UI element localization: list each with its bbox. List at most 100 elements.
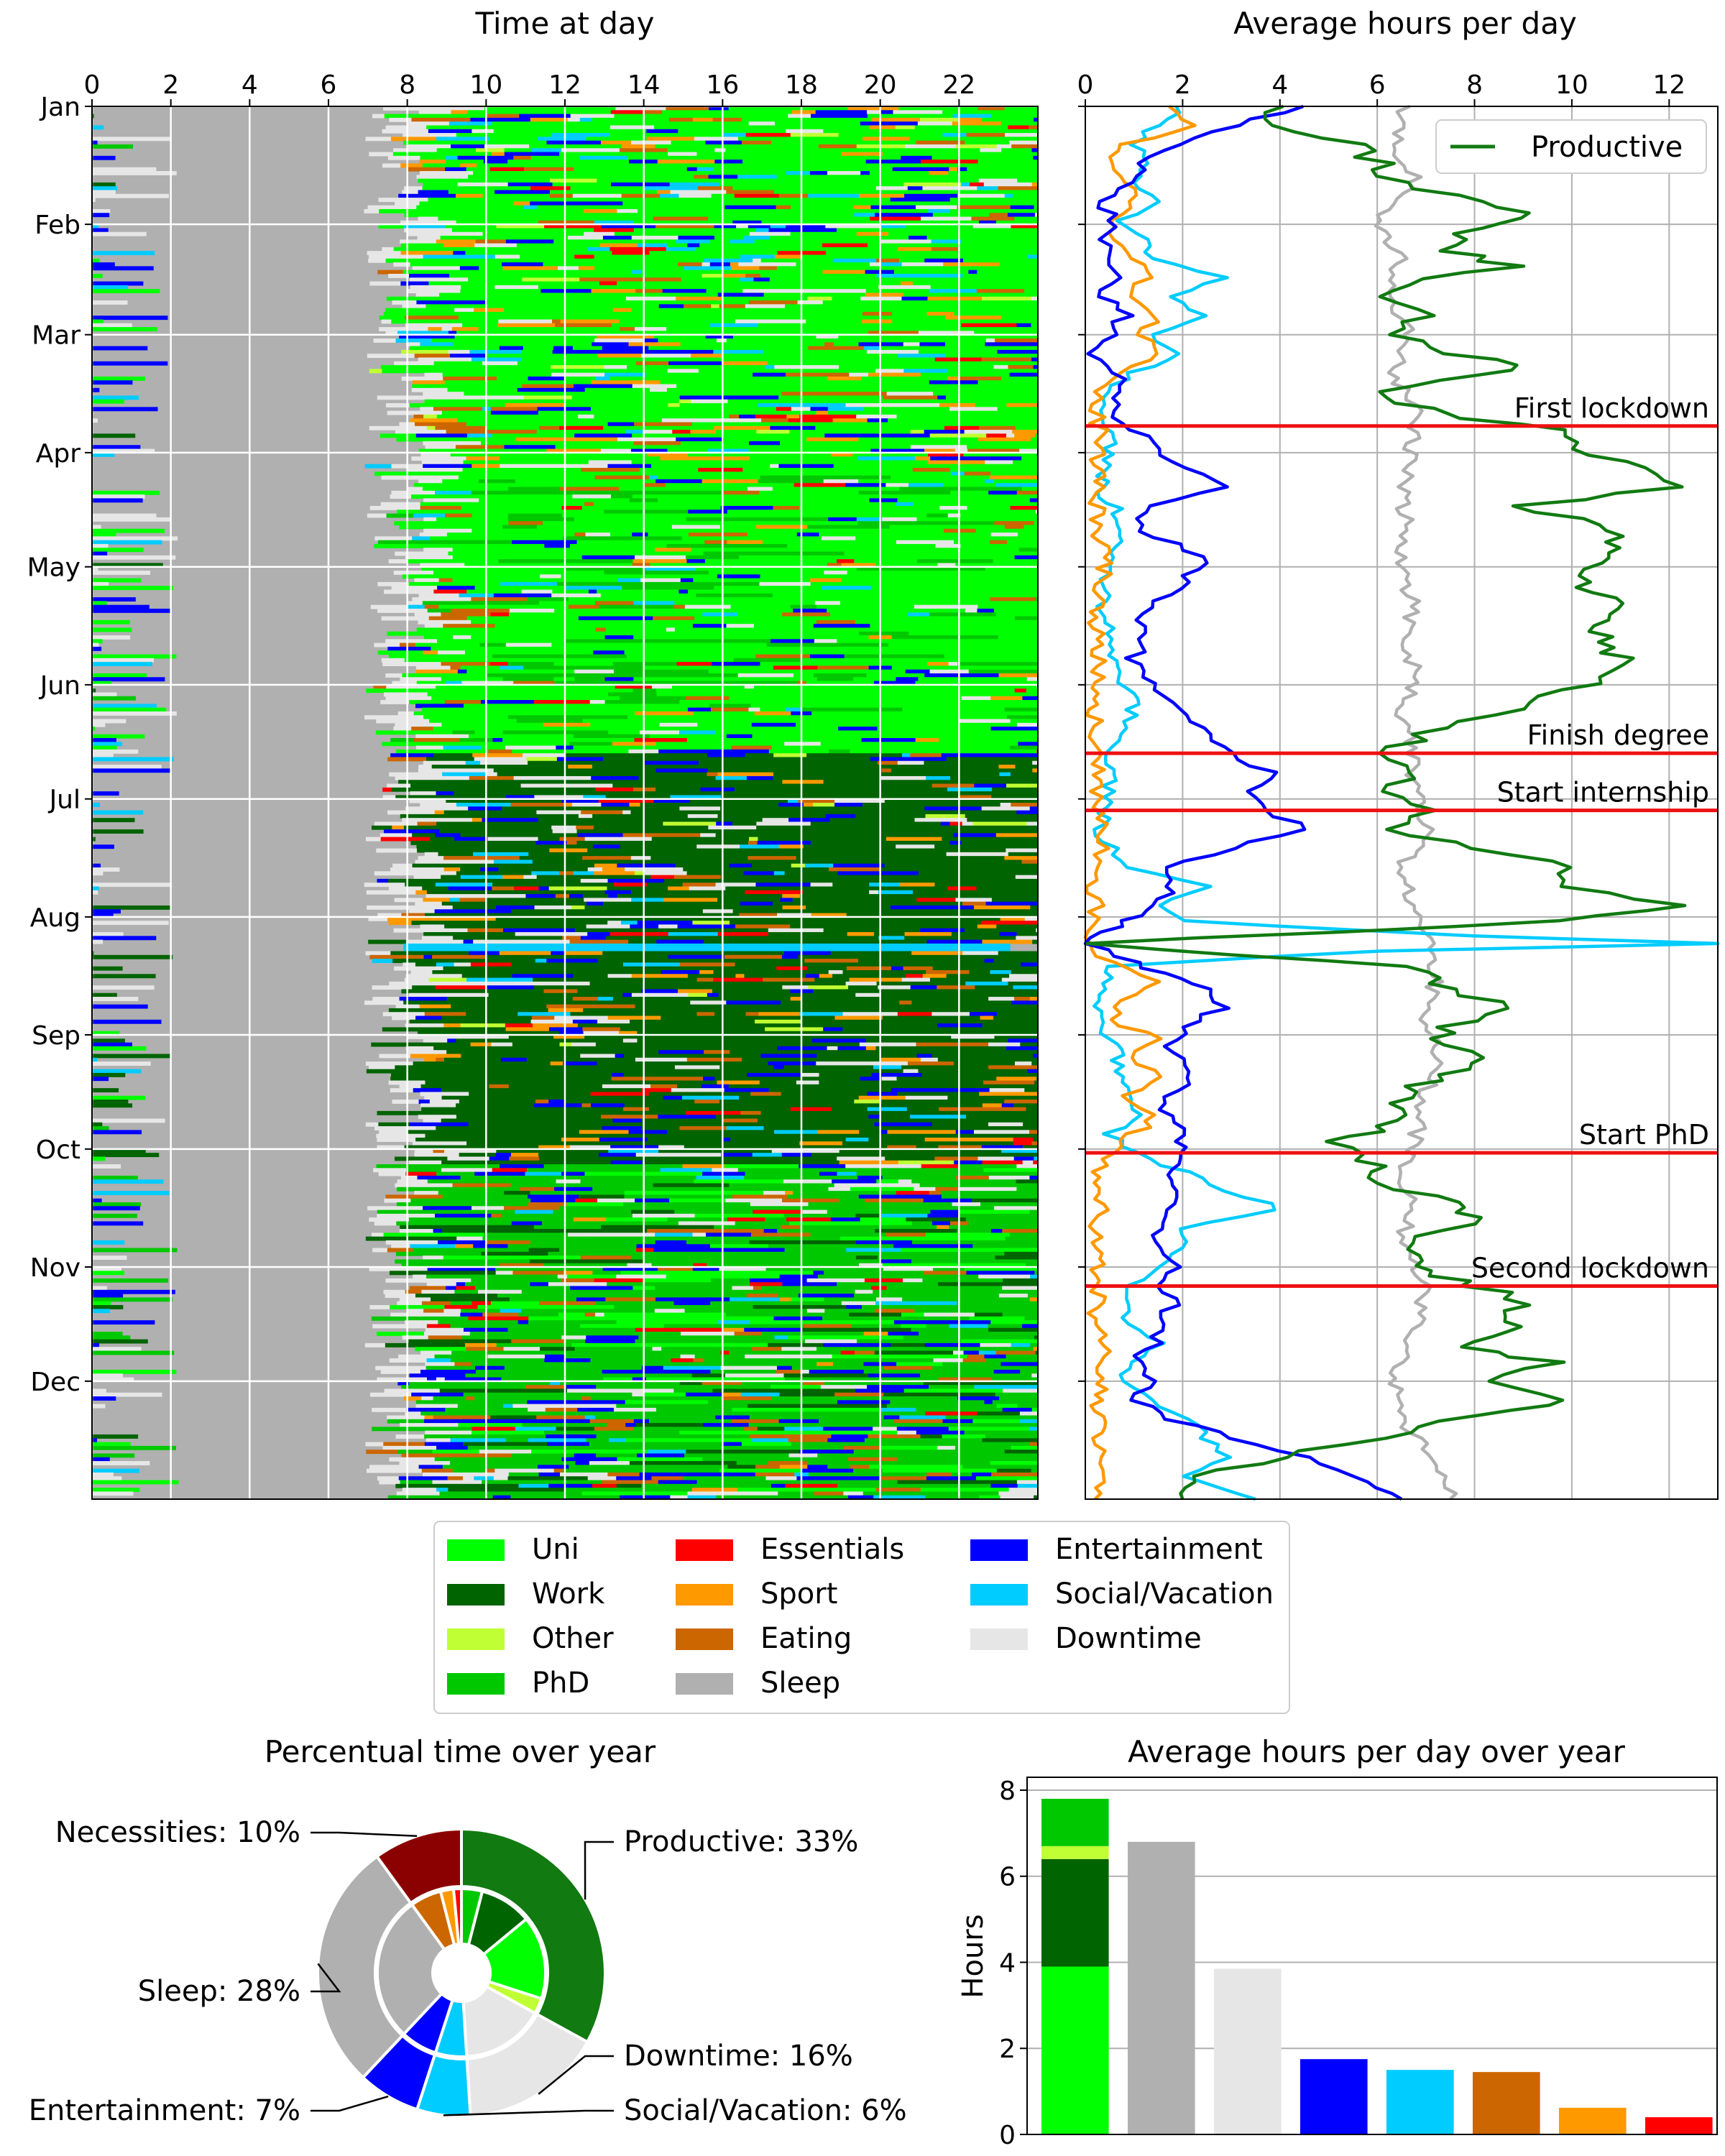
timeline-block: [447, 1156, 490, 1161]
timeline-block: [92, 1404, 106, 1409]
timeline-block: [393, 571, 434, 575]
timeline-block: [537, 1445, 562, 1450]
timeline-block: [964, 1267, 1039, 1271]
timeline-block: [770, 1483, 786, 1488]
timeline-block: [388, 886, 423, 891]
timeline-block: [380, 833, 413, 838]
timeline-block: [543, 262, 678, 267]
timeline-block: [460, 1309, 501, 1314]
timeline-block: [92, 1445, 176, 1450]
timeline-block: [901, 281, 914, 286]
timeline-block: [686, 517, 829, 522]
timeline-block: [587, 867, 603, 872]
timeline-block: [710, 1278, 750, 1283]
timeline-block: [653, 642, 768, 648]
timeline-block: [993, 559, 1039, 564]
timeline-block: [627, 155, 769, 160]
timeline-block: [780, 848, 880, 853]
timeline-block: [413, 875, 441, 880]
timeline-block: [975, 985, 1013, 990]
timeline-block: [916, 1054, 933, 1059]
timeline-block: [595, 1415, 716, 1420]
timeline-block: [633, 677, 776, 682]
timeline-block: [881, 1077, 898, 1082]
timeline-block: [92, 1179, 164, 1184]
timeline-block: [656, 939, 704, 944]
timeline-block: [497, 772, 577, 777]
timeline-block: [473, 1244, 509, 1249]
timeline-day-row: [372, 1407, 1039, 1412]
timeline-block: [595, 376, 610, 381]
timeline-block: [622, 852, 762, 857]
timeline-block: [901, 494, 925, 499]
timeline-block: [606, 1217, 668, 1222]
timeline-block: [736, 224, 749, 229]
timeline-block: [423, 1118, 441, 1123]
timeline-block: [415, 1137, 562, 1142]
timeline-block: [839, 1160, 899, 1165]
timeline-block: [395, 1065, 481, 1070]
timeline-block: [687, 814, 718, 819]
timeline-block: [922, 186, 978, 191]
timeline-block: [789, 795, 919, 800]
timeline-block: [555, 323, 612, 328]
timeline-block: [572, 997, 599, 1001]
timeline-block: [998, 635, 1039, 640]
timeline-block: [489, 1084, 510, 1089]
timeline-block: [620, 844, 697, 849]
timeline-block: [965, 608, 978, 613]
timeline-block: [629, 471, 722, 476]
timeline-block: [844, 551, 898, 556]
timeline-block: [988, 490, 1018, 495]
timeline-block: [875, 1297, 903, 1302]
timeline-block: [903, 966, 934, 971]
timeline-block: [599, 243, 628, 248]
timeline-block: [814, 178, 924, 183]
timeline-block: [1008, 125, 1029, 130]
timeline-block: [604, 1312, 727, 1317]
timeline-block: [601, 1225, 714, 1230]
timeline-block: [561, 1335, 586, 1340]
timeline-block: [497, 1072, 557, 1077]
timeline-block: [707, 765, 842, 769]
timeline-block: [718, 1289, 856, 1294]
timeline-block: [890, 475, 990, 480]
timeline-block: [92, 346, 148, 351]
timeline-block: [651, 1369, 711, 1374]
timeline-block: [1030, 1274, 1039, 1279]
timeline-block: [1001, 1148, 1039, 1153]
timeline-block: [945, 354, 979, 359]
timeline-block: [512, 1404, 564, 1409]
timeline-block: [957, 167, 967, 172]
timeline-block: [632, 559, 687, 564]
timeline-day-row: [366, 1450, 1039, 1455]
timeline-block: [1004, 1100, 1039, 1104]
timeline-block: [525, 1385, 567, 1390]
timeline-block: [662, 110, 793, 115]
timeline-block: [717, 814, 827, 819]
timeline-block: [778, 1354, 833, 1359]
timeline-day-row: [377, 1210, 1039, 1215]
timeline-block: [791, 1332, 865, 1336]
timeline-block: [407, 1035, 463, 1039]
timeline-block: [948, 137, 1000, 142]
timeline-block: [868, 372, 921, 377]
timeline-block: [867, 110, 881, 115]
timeline-block: [993, 365, 1008, 369]
timeline-block: [875, 369, 904, 374]
timeline-block: [761, 418, 789, 423]
timeline-block: [566, 586, 622, 591]
timeline-block: [589, 1289, 681, 1294]
timeline-block: [466, 1012, 518, 1017]
timeline-block: [426, 894, 484, 898]
timeline-block: [1009, 1233, 1039, 1238]
timeline-day-row: [92, 533, 1039, 537]
timeline-block: [850, 1187, 914, 1192]
timeline-block: [932, 704, 1039, 709]
timeline-day-row: [415, 1400, 1039, 1405]
timeline-block: [724, 1373, 784, 1378]
timeline-day-row: [92, 418, 1039, 423]
timeline-block: [539, 601, 596, 606]
timeline-block: [444, 422, 467, 427]
timeline-block: [732, 1194, 788, 1199]
